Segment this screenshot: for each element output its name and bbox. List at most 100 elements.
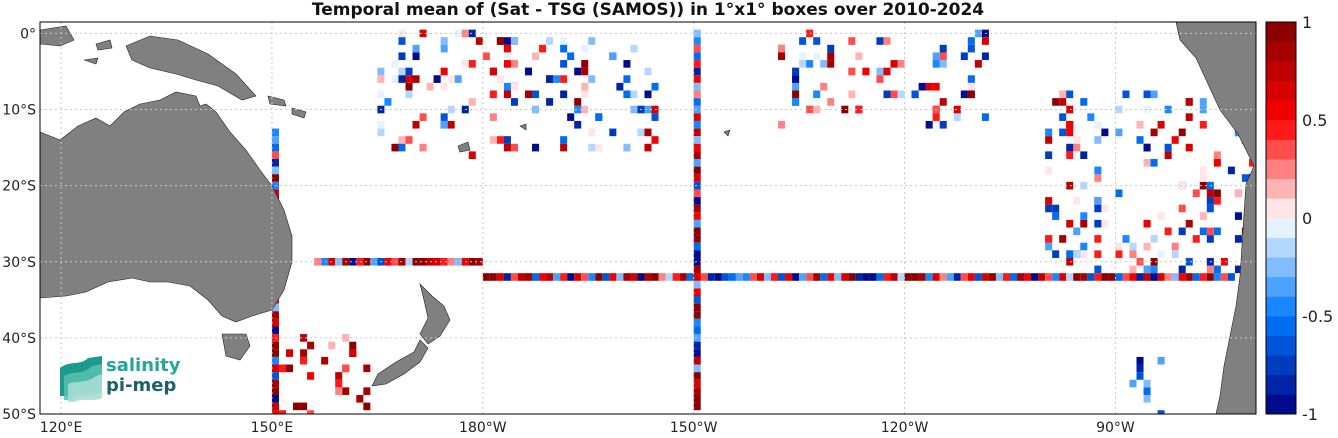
data-cell [644, 273, 652, 281]
data-cell [581, 44, 589, 53]
data-cell [1136, 372, 1144, 380]
data-cell [1206, 197, 1214, 205]
data-cell [637, 128, 645, 137]
data-cell [398, 67, 406, 76]
data-cell [693, 120, 701, 129]
data-cell [377, 120, 385, 129]
data-cell [475, 37, 483, 45]
data-cell [440, 120, 448, 129]
lat-tick-label: 50°S [2, 407, 36, 423]
colorbar-step [1266, 276, 1296, 297]
data-cell [644, 143, 652, 152]
land-tasmania [221, 333, 251, 361]
logo-text-pi-mep: pi-mep [106, 375, 177, 396]
data-cell [496, 75, 504, 83]
data-cell [581, 273, 589, 281]
data-cell [1227, 166, 1235, 175]
colorbar-step [1266, 355, 1296, 376]
data-cell [939, 52, 947, 61]
data-cell [939, 273, 947, 281]
data-cell [883, 90, 891, 99]
data-cell [1045, 197, 1053, 205]
data-cell [988, 273, 996, 281]
data-cell [356, 257, 364, 266]
data-cell [693, 44, 701, 53]
data-cell [588, 128, 596, 137]
colorbar: 1 0.5 0 -0.5 -1 [1265, 13, 1333, 424]
data-cell [342, 387, 350, 395]
data-cell [510, 273, 518, 281]
data-cell [644, 105, 652, 114]
data-cell [960, 52, 968, 61]
data-cell [440, 257, 448, 266]
data-cell [370, 257, 378, 266]
data-cell [419, 29, 427, 38]
data-cell [271, 159, 279, 167]
data-cell [693, 181, 701, 190]
data-cell [1199, 174, 1207, 182]
data-cell [398, 143, 406, 152]
data-cell [693, 296, 701, 304]
data-cell [1059, 113, 1067, 121]
data-cell [595, 143, 603, 152]
data-cell [1066, 151, 1074, 160]
data-cell [953, 105, 961, 114]
data-cell [609, 128, 617, 137]
data-cell [651, 136, 659, 144]
data-cell [1045, 128, 1053, 137]
data-cell [1178, 227, 1186, 236]
data-cell [1157, 212, 1165, 220]
data-cell [1192, 235, 1200, 243]
data-cell [398, 52, 406, 61]
data-cell [271, 128, 279, 137]
data-cell [321, 257, 329, 266]
data-cell [693, 52, 701, 61]
data-cell [693, 372, 701, 380]
data-cell [616, 273, 624, 281]
data-cell [1213, 197, 1221, 205]
data-cell [567, 113, 575, 121]
data-cell [967, 75, 975, 83]
data-cell [1080, 273, 1088, 281]
data-cell [271, 303, 279, 312]
data-cell [405, 75, 413, 83]
data-cell [946, 273, 954, 281]
data-cell [1143, 219, 1151, 228]
data-cell [707, 273, 715, 281]
data-cell [1066, 128, 1074, 137]
data-cell [496, 136, 504, 144]
colorbar-step [1266, 139, 1296, 160]
data-cell [904, 273, 912, 281]
lat-tick-label: 30°S [2, 255, 36, 271]
data-cell [1066, 143, 1074, 152]
data-cell [419, 113, 427, 121]
data-cell [651, 113, 659, 121]
data-cell [271, 402, 279, 411]
data-cell [1129, 379, 1137, 388]
data-cell [813, 273, 821, 281]
colorbar-tick-label: 0.5 [1302, 111, 1327, 130]
data-cell [1122, 90, 1130, 99]
data-cell [546, 98, 554, 106]
data-cell [468, 98, 476, 106]
data-cell [848, 37, 856, 45]
data-cell [553, 273, 561, 281]
data-cell [778, 273, 786, 281]
data-cell [1227, 273, 1235, 281]
data-cell [799, 60, 807, 68]
data-cell [1094, 204, 1102, 213]
data-cell [1199, 105, 1207, 114]
data-cell [1206, 235, 1214, 243]
data-cell [1213, 227, 1221, 236]
data-cell [693, 356, 701, 365]
land-nz-south [371, 339, 429, 387]
colorbar-tick-label: 0 [1302, 209, 1312, 228]
data-cell [271, 372, 279, 380]
data-cell [1206, 273, 1214, 281]
data-cell [581, 67, 589, 76]
data-cell [967, 90, 975, 99]
colorbar-step [1266, 218, 1296, 238]
data-cell [1059, 235, 1067, 243]
data-cell [503, 52, 511, 61]
land-australia [40, 91, 293, 323]
